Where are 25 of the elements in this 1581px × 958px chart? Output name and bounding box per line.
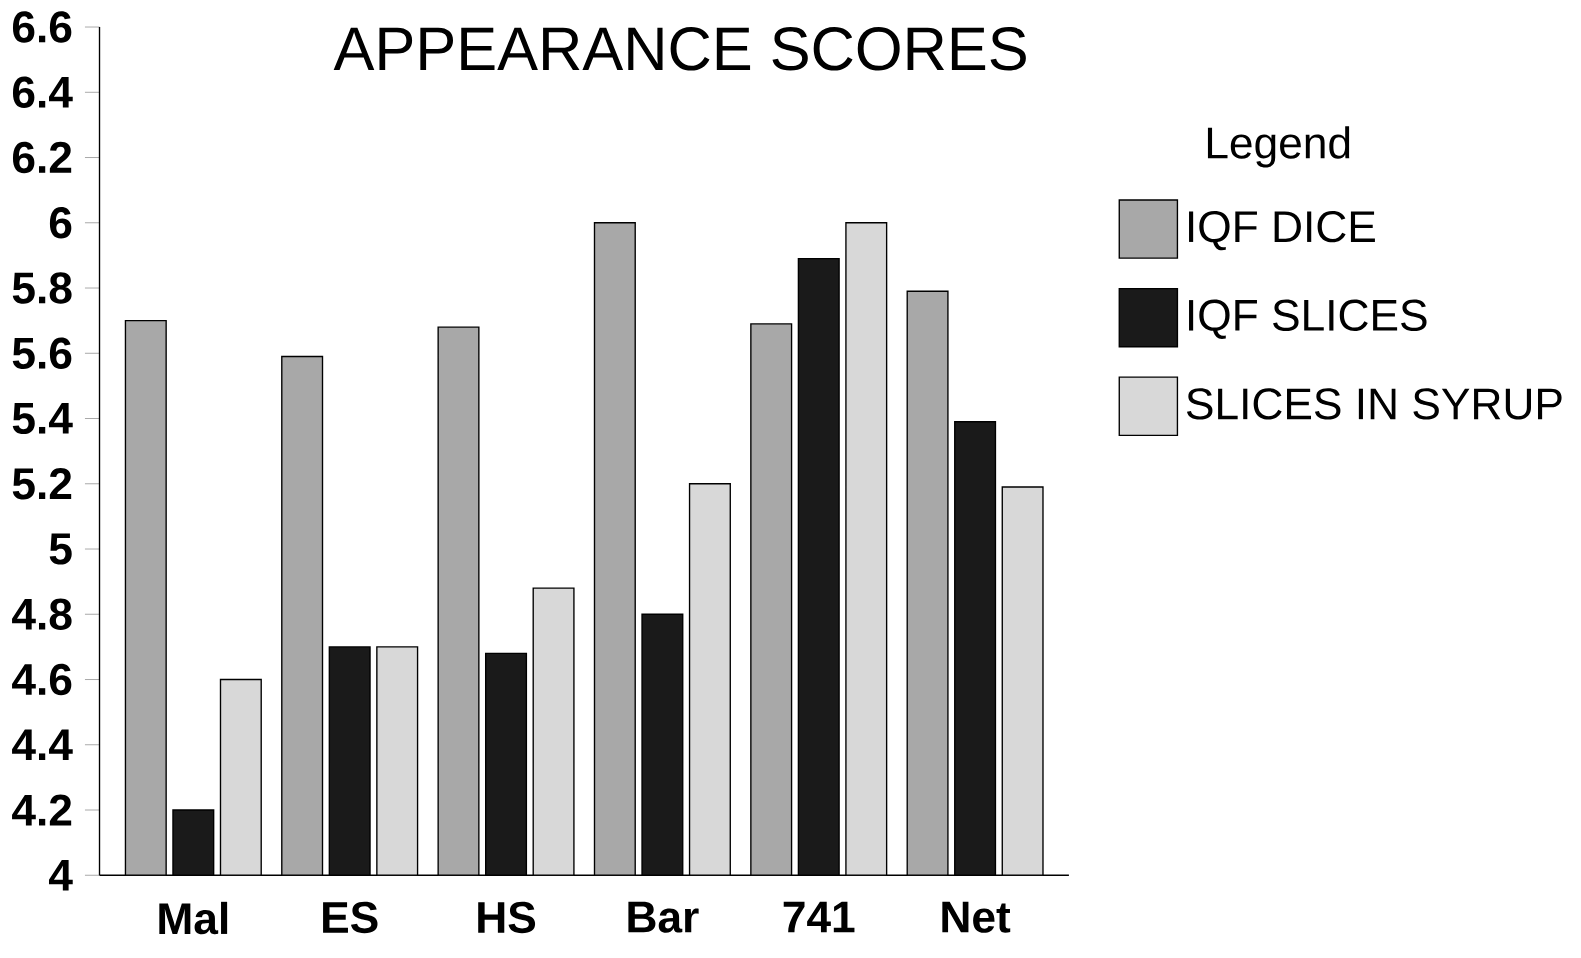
y-tick-label: 6.6 bbox=[12, 11, 72, 43]
x-tick-label: Mal bbox=[159, 901, 228, 935]
chart-title: APPEARANCE SCORES bbox=[333, 27, 1026, 71]
y-tick-label: 5.4 bbox=[12, 403, 73, 435]
y-tick-label: 6.2 bbox=[12, 142, 72, 174]
y-tick-label: 4 bbox=[48, 860, 73, 891]
y-tick-label: 6 bbox=[49, 207, 72, 239]
y-tick-label: 5 bbox=[49, 533, 72, 565]
y-tick-label: 4.2 bbox=[12, 794, 72, 826]
x-tick-label: HS bbox=[478, 902, 536, 934]
x-tick-label: Net bbox=[942, 902, 1011, 933]
y-tick-label: 5.8 bbox=[12, 272, 72, 304]
legend-label: IQF DICE bbox=[1189, 211, 1375, 251]
legend-label: SLICES IN SYRUP bbox=[1186, 388, 1562, 420]
y-tick-label: 4.8 bbox=[12, 598, 72, 631]
y-tick-label: 5.6 bbox=[12, 337, 72, 370]
y-tick-label: 4.6 bbox=[12, 663, 72, 696]
x-tick-label: ES bbox=[323, 902, 378, 934]
legend-label: IQF SLICES bbox=[1189, 299, 1427, 340]
y-tick-label: 4.4 bbox=[12, 729, 73, 761]
x-tick-label: 741 bbox=[783, 902, 855, 933]
y-tick-label: 6.4 bbox=[12, 76, 73, 109]
x-tick-label: Bar bbox=[628, 902, 699, 933]
y-tick-label: 5.2 bbox=[12, 468, 72, 500]
legend-title: Legend bbox=[1207, 126, 1350, 168]
